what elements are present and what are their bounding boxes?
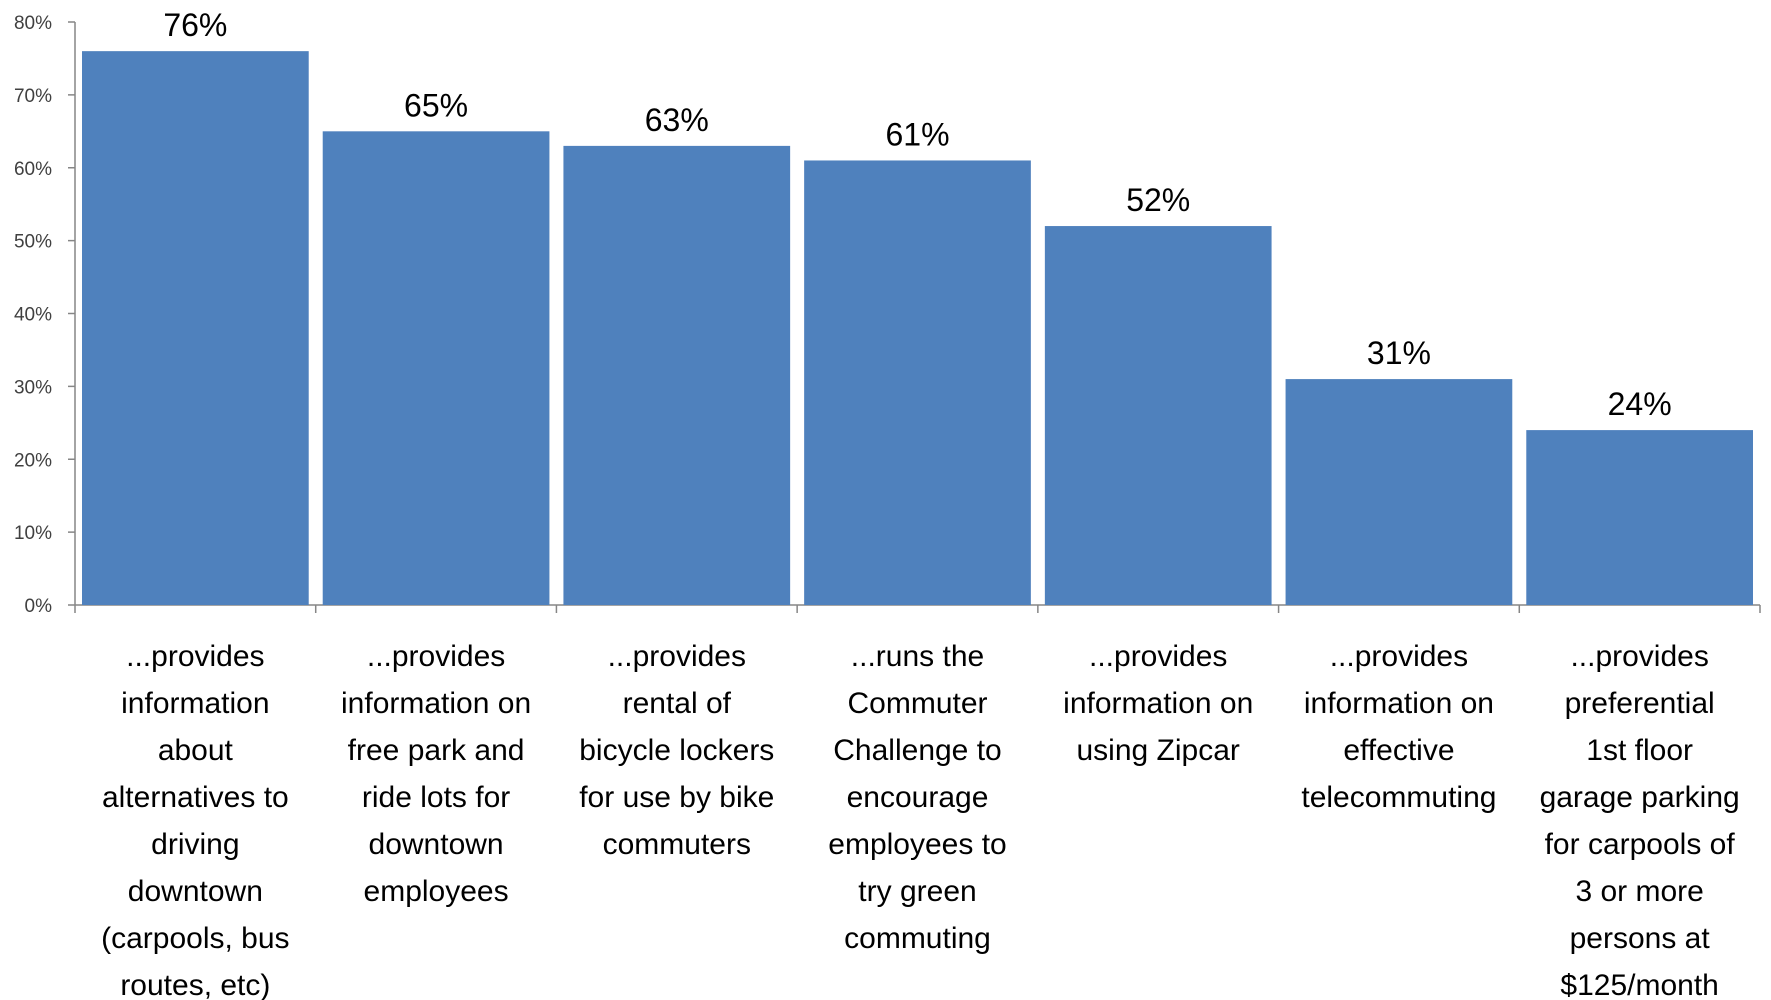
category-label-line: routes, etc)	[120, 969, 270, 1000]
x-axis	[74, 604, 1761, 613]
category-label-line: persons at	[1570, 922, 1711, 955]
category-label-line: ride lots for	[362, 781, 510, 814]
category-label-line: employees	[364, 875, 509, 908]
category-label: ...provides preferential 1st floor garage p…	[1540, 640, 1740, 1000]
category-label: ...runs the Commuter Challenge to encourage…	[828, 640, 1006, 955]
y-tick-label: 40%	[14, 305, 52, 326]
category-label: ...provides rental of bicycle lockers for u…	[579, 640, 774, 861]
category-label-line: (carpools, bus	[101, 922, 289, 955]
category-labels: ...provides information about alternatives …	[101, 640, 1740, 1000]
category-label-line: free park and	[348, 734, 525, 767]
category-label-line: for carpools of	[1545, 828, 1736, 861]
category-label-line: about	[158, 734, 234, 767]
category-label-line: driving	[151, 828, 239, 861]
category-label-line: ...provides	[126, 640, 264, 673]
bars	[82, 51, 1753, 606]
bar	[82, 51, 309, 605]
category-label-line: information on	[1063, 687, 1253, 720]
data-label: 24%	[1608, 386, 1672, 422]
bar	[804, 160, 1031, 605]
category-label-line: ...provides	[1330, 640, 1468, 673]
category-label-line: for use by bike	[579, 781, 774, 814]
category-label-line: information	[121, 687, 269, 720]
category-label-line: 1st floor	[1586, 734, 1693, 767]
category-label-line: downtown	[369, 828, 504, 861]
y-tick-label: 10%	[14, 523, 52, 544]
bar	[1285, 379, 1513, 605]
category-label-line: using Zipcar	[1077, 734, 1240, 767]
category-label-line: garage parking	[1540, 781, 1740, 814]
category-label-line: $125/month	[1560, 969, 1718, 1000]
category-label-line: try green	[858, 875, 976, 908]
data-label: 65%	[404, 87, 468, 123]
category-label: ...provides information on using Zipcar	[1063, 640, 1253, 767]
bar	[1526, 430, 1753, 605]
y-tick-label: 70%	[14, 86, 52, 107]
category-label-line: ...provides	[1089, 640, 1227, 673]
category-label-line: employees to	[828, 828, 1006, 861]
data-label: 61%	[885, 116, 949, 152]
category-label-line: Challenge to	[833, 734, 1001, 767]
data-labels: 76% 65% 63% 61% 52% 31% 24%	[163, 7, 1671, 422]
category-label-line: ...provides	[608, 640, 746, 673]
bar	[1044, 226, 1272, 606]
category-label-line: ...runs the	[851, 640, 984, 673]
data-label: 63%	[645, 102, 709, 138]
category-label-line: encourage	[847, 781, 989, 814]
category-label-line: telecommuting	[1301, 781, 1496, 814]
y-tick-label: 80%	[14, 13, 52, 34]
category-label-line: ...provides	[367, 640, 505, 673]
y-tick-label: 0%	[25, 596, 53, 617]
category-label-line: Commuter	[847, 687, 987, 720]
category-label-line: rental of	[623, 687, 732, 720]
category-label-line: downtown	[128, 875, 263, 908]
y-tick-label: 20%	[14, 450, 52, 471]
category-label-line: bicycle lockers	[579, 734, 774, 767]
category-label: ...provides information on free park and ri…	[341, 640, 531, 908]
category-label-line: commuters	[603, 828, 751, 861]
category-label-line: preferential	[1565, 687, 1715, 720]
data-label: 76%	[163, 7, 227, 43]
category-label-line: information on	[1304, 687, 1494, 720]
category-label-line: commuting	[844, 922, 991, 955]
y-tick-label: 50%	[14, 232, 52, 253]
data-label: 31%	[1367, 335, 1431, 371]
bar	[563, 145, 791, 605]
category-label: ...provides information on effective teleco…	[1301, 640, 1496, 814]
y-tick-label: 30%	[14, 377, 52, 398]
y-tick-label: 60%	[14, 159, 52, 180]
category-label-line: 3 or more	[1575, 875, 1703, 908]
category-label-line: effective	[1343, 734, 1454, 767]
y-axis: 0% 10% 20% 30% 40% 50% 60% 70% 80%	[14, 13, 76, 617]
category-label: ...provides information about alternatives …	[101, 640, 289, 1000]
category-label-line: ...provides	[1570, 640, 1708, 673]
bar	[322, 131, 550, 605]
data-label: 52%	[1126, 182, 1190, 218]
category-label-line: information on	[341, 687, 531, 720]
category-label-line: alternatives to	[102, 781, 289, 814]
